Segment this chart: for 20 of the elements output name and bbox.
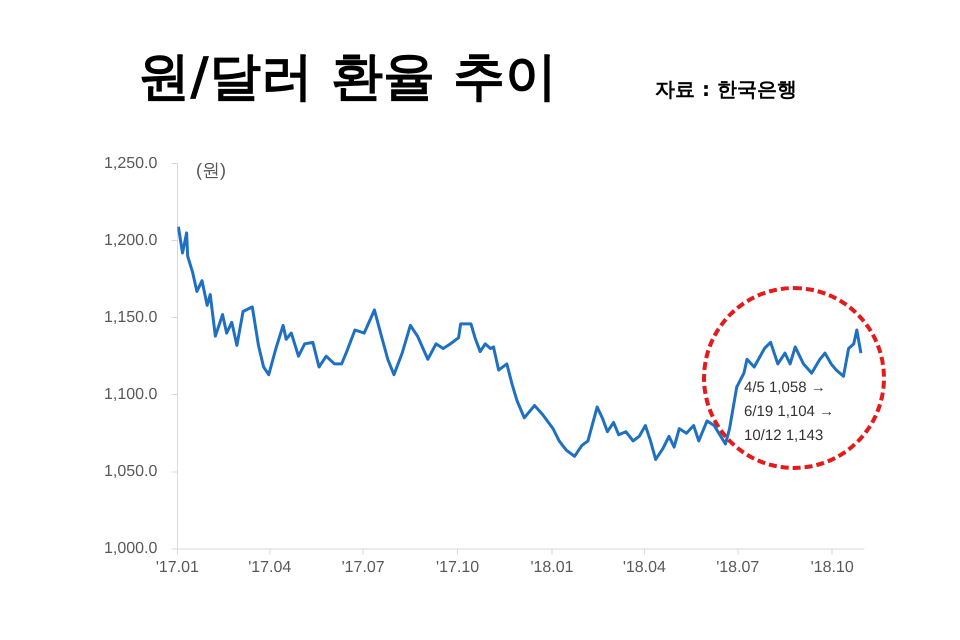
y-axis-title: (원)	[196, 159, 226, 182]
x-tick-label: '18.10	[810, 558, 854, 576]
y-tick-label: 1,050.0	[104, 463, 158, 480]
x-tick-label: '18.04	[622, 558, 666, 576]
x-tick-label: '18.01	[530, 558, 574, 576]
text: 자료 : 한국은행	[655, 76, 797, 103]
x-tick-label: '18.07	[716, 558, 760, 576]
annotation: 6/19 1,104 →	[744, 402, 834, 422]
annotation: 4/5 1,058 →	[744, 378, 827, 398]
x-tick-label: '17.10	[436, 558, 480, 576]
chart-title: 원/달러 환율 추이	[138, 46, 558, 109]
y-tick-label: 1,250.0	[104, 155, 158, 172]
y-tick-label: 1,150.0	[104, 309, 158, 326]
x-tick-label: '17.07	[342, 558, 385, 576]
y-tick-label: 1,200.0	[104, 232, 158, 250]
y-tick-label: 1,100.0	[104, 386, 158, 404]
x-tick-label: '17.01	[156, 558, 200, 576]
y-tick-label: 1,000.0	[104, 540, 158, 558]
annotation: 10/12 1,143	[744, 426, 824, 446]
x-tick-label: '17.04	[248, 558, 292, 576]
